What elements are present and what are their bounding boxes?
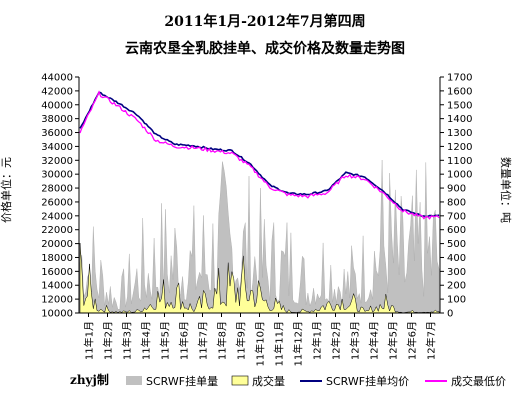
- left-tick-label: 26000: [41, 197, 73, 208]
- right-tick-label: 1700: [447, 73, 472, 84]
- x-tick-label: 11年11月: [273, 321, 286, 366]
- left-tick-label: 12000: [41, 295, 73, 306]
- right-tick-label: 300: [447, 267, 466, 278]
- legend-swatch-volume: [231, 375, 249, 386]
- series-area-1: [79, 242, 440, 314]
- right-tick-label: 600: [447, 225, 466, 236]
- x-tick-label: 11年5月: [159, 321, 172, 360]
- x-tick-label: 11年6月: [178, 321, 191, 360]
- left-tick-label: 22000: [41, 225, 73, 236]
- left-tick-label: 28000: [41, 184, 73, 195]
- legend-label-avgprice: SCRWF挂单均价: [326, 374, 409, 388]
- right-tick-label: 700: [447, 211, 466, 222]
- left-tick-label: 36000: [41, 128, 73, 139]
- series-line-2: [79, 91, 440, 218]
- left-tick-label: 16000: [41, 267, 73, 278]
- right-tick-label: 0: [447, 309, 453, 320]
- right-tick-label: 400: [447, 253, 466, 264]
- x-tick-label: 11年7月: [197, 321, 210, 360]
- chart-subtitle: 云南农垦全乳胶挂单、成交价格及数量走势图: [125, 40, 405, 57]
- left-tick-label: 24000: [41, 211, 73, 222]
- right-tick-label: 800: [447, 197, 466, 208]
- left-tick-label: 42000: [41, 86, 73, 97]
- right-tick-label: 900: [447, 184, 466, 195]
- left-tick-label: 34000: [41, 142, 73, 153]
- left-tick-label: 18000: [41, 253, 73, 264]
- x-tick-label: 12年5月: [387, 321, 400, 360]
- x-tick-label: 11年8月: [216, 321, 229, 360]
- x-tick-label: 11年1月: [83, 321, 96, 360]
- right-tick-label: 1600: [447, 86, 472, 97]
- right-tick-label: 1100: [447, 156, 472, 167]
- series-area-0: [79, 159, 440, 314]
- right-tick-label: 1000: [447, 170, 472, 181]
- legend-swatch-orders: [126, 376, 142, 385]
- axes: 44000 42000 40000 38000 36000 34000 32000 30000…: [41, 73, 472, 367]
- left-tick-label: 30000: [41, 170, 73, 181]
- right-tick-label: 1500: [447, 100, 472, 111]
- left-tick-label: 38000: [41, 114, 73, 125]
- x-tick-label: 11年10月: [254, 321, 267, 366]
- x-tick-label: 11年12月: [292, 321, 305, 366]
- left-axis-label: 价格单位：元: [0, 157, 13, 223]
- x-tick-label: 12年7月: [425, 321, 438, 360]
- left-tick-label: 20000: [41, 239, 73, 250]
- x-tick-label: 11年2月: [102, 321, 115, 360]
- left-tick-label: 40000: [41, 100, 73, 111]
- right-tick-label: 1200: [447, 142, 472, 153]
- x-tick-label: 11年4月: [140, 321, 153, 360]
- right-axis-label: 数量单位：吨: [499, 157, 513, 223]
- legend: zhyj制 SCRWF挂单量 成交量 SCRWF挂单均价 成交最低价: [70, 372, 506, 388]
- legend-label-minprice: 成交最低价: [451, 374, 506, 388]
- right-tick-label: 1400: [447, 114, 472, 125]
- x-tick-label: 12年4月: [368, 321, 381, 360]
- left-tick-label: 10000: [41, 309, 73, 320]
- x-tick-label: 11年9月: [235, 321, 248, 360]
- right-tick-label: 100: [447, 295, 466, 306]
- x-tick-label: 12年2月: [330, 321, 343, 360]
- right-tick-label: 500: [447, 239, 466, 250]
- x-tick-label: 12年6月: [406, 321, 419, 360]
- left-tick-label: 32000: [41, 156, 73, 167]
- left-tick-label: 14000: [41, 281, 73, 292]
- x-tick-label: 12年1月: [311, 321, 324, 360]
- chart-title: 2011年1月-2012年7月第四周: [164, 13, 365, 30]
- legend-label-volume: 成交量: [252, 374, 285, 388]
- x-tick-label: 11年3月: [121, 321, 134, 360]
- right-tick-label: 1300: [447, 128, 472, 139]
- left-tick-label: 44000: [41, 73, 73, 84]
- plot-area: [79, 90, 440, 314]
- series-line-3: [79, 90, 440, 220]
- legend-label-orders: SCRWF挂单量: [146, 374, 218, 388]
- x-tick-label: 12年3月: [349, 321, 362, 360]
- right-tick-label: 200: [447, 281, 466, 292]
- watermark-label: zhyj制: [70, 372, 109, 387]
